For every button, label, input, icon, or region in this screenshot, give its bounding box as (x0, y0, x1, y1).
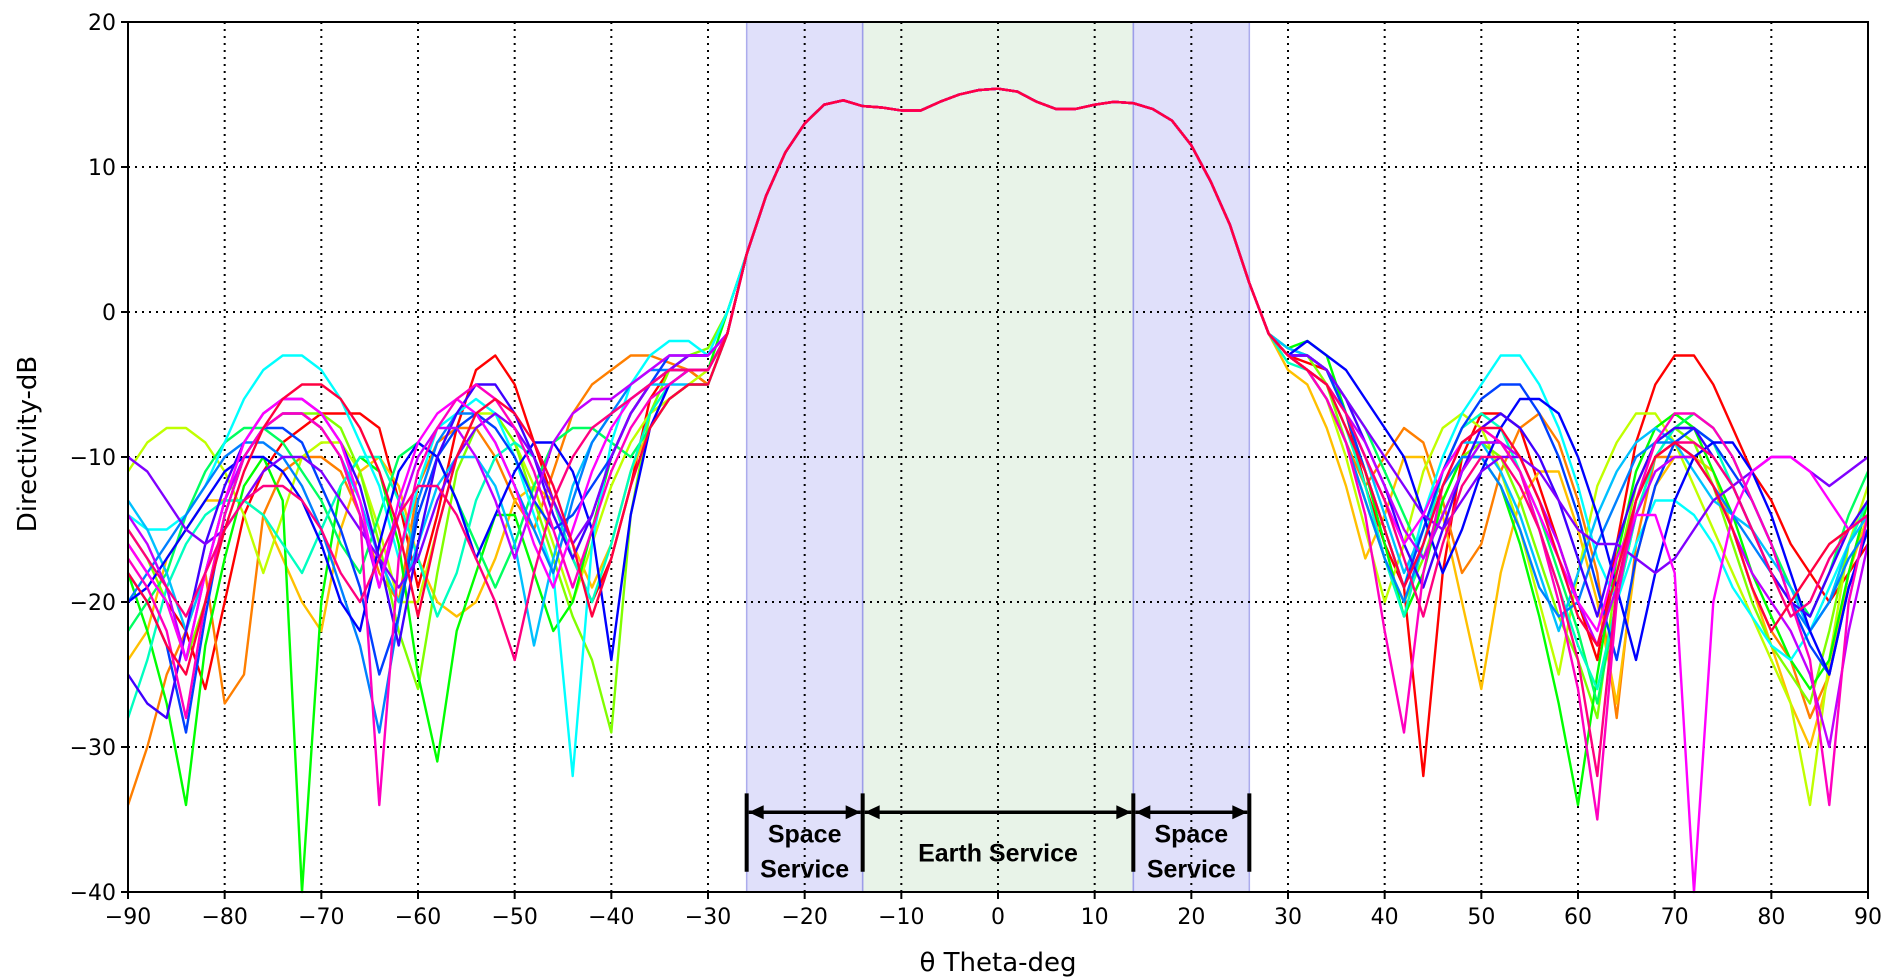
x-tick-label: 50 (1467, 905, 1495, 930)
x-tick-label: −70 (298, 905, 344, 930)
region-arrowhead-left (864, 805, 880, 820)
region-arrowhead-left (1135, 805, 1151, 820)
region-label-line2: Service (760, 856, 849, 884)
x-tick-label: 0 (991, 905, 1005, 930)
region-arrowhead-right (1116, 805, 1132, 820)
region-label-line2: Service (1147, 856, 1236, 884)
x-tick-label: −10 (878, 905, 924, 930)
region-label-line1: Space (1154, 821, 1228, 849)
y-tick-label: −20 (70, 591, 116, 616)
x-tick-label: 20 (1177, 905, 1205, 930)
x-tick-label: −40 (588, 905, 634, 930)
region-arrowhead-right (845, 805, 861, 820)
x-tick-label: −30 (685, 905, 731, 930)
x-tick-label: −60 (395, 905, 441, 930)
x-tick-label: 80 (1757, 905, 1785, 930)
x-tick-label: 90 (1854, 905, 1882, 930)
y-tick-label: 0 (102, 301, 116, 326)
y-tick-label: −30 (70, 736, 116, 761)
plot-area: −90 −80 −70 −60 −50 −40 −30 −20 −10 0 10 20 30 40 50 60… (70, 11, 1882, 930)
x-tick-label: −50 (491, 905, 537, 930)
region-label-line1: Space (768, 821, 842, 849)
x-tick-label: −20 (781, 905, 827, 930)
x-tick-label: −80 (201, 905, 247, 930)
x-tick-label: −90 (105, 905, 151, 930)
y-tick-label: −40 (70, 881, 116, 906)
y-axis-title: Directivity-dB (13, 356, 43, 533)
y-tick-label: −10 (70, 446, 116, 471)
y-tick-label: 10 (88, 156, 116, 181)
series-line (127, 87, 1850, 676)
x-tick-label: 40 (1371, 905, 1399, 930)
x-tick-label: 30 (1274, 905, 1302, 930)
region-arrowhead-right (1232, 805, 1248, 820)
region-label: Earth Service (918, 840, 1078, 868)
y-tick-label: 20 (88, 11, 116, 36)
region-arrowhead-left (748, 805, 764, 820)
x-tick-label: 60 (1564, 905, 1592, 930)
x-tick-label: 70 (1661, 905, 1689, 930)
x-axis-title: θ Theta-deg (919, 948, 1076, 977)
x-tick-label: 10 (1081, 905, 1109, 930)
